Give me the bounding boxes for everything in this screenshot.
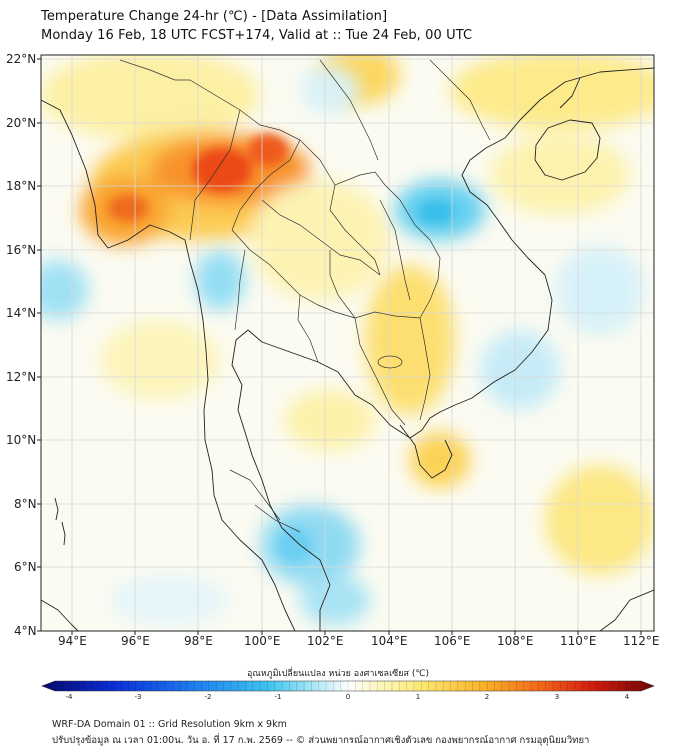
country-borders	[119, 59, 491, 533]
axis-ticks	[37, 58, 642, 635]
lon-label: 98°E	[184, 634, 213, 648]
colorbar-tick-label: 4	[624, 693, 630, 701]
lat-label: 10°N	[6, 433, 37, 447]
lat-label: 8°N	[14, 497, 37, 511]
colorbar-tick-label: -3	[134, 693, 142, 701]
map-frame	[40, 54, 655, 632]
lat-label: 22°N	[6, 52, 37, 66]
colorbar-tick-label: -2	[204, 693, 212, 701]
lat-label: 14°N	[6, 306, 37, 320]
colorbar-title: อุณหภูมิเปลี่ยนแปลง หน่วย องศาเซลเซียส (…	[246, 669, 430, 679]
lon-label: 94°E	[58, 634, 87, 648]
colorbar-tick-label: -4	[65, 693, 73, 701]
lat-label: 12°N	[6, 370, 37, 384]
colorbar	[41, 680, 655, 692]
map-subtitle: Monday 16 Feb, 18 UTC FCST+174, Valid at…	[41, 28, 473, 43]
lon-label: 104°E	[371, 634, 408, 648]
lat-label: 6°N	[14, 560, 37, 574]
colorbar-gradient	[41, 680, 655, 692]
colorbar-tick-label: 1	[415, 693, 421, 701]
lon-label: 102°E	[307, 634, 344, 648]
coastlines	[41, 67, 654, 631]
footer-credit: ปรับปรุงข้อมูล ณ เวลา 01:00น. วัน อ. ที่…	[52, 735, 590, 746]
colorbar-tick-label: 3	[554, 693, 560, 701]
lon-label: 100°E	[244, 634, 281, 648]
graticule	[41, 55, 654, 631]
lon-label: 106°E	[434, 634, 471, 648]
footer-model-info: WRF-DA Domain 01 :: Grid Resolution 9km …	[52, 719, 287, 730]
map-title: Temperature Change 24-hr (℃) - [Data Ass…	[41, 9, 388, 24]
temperature-field	[41, 55, 654, 631]
colorbar-tick-label: 2	[484, 693, 490, 701]
lon-label: 112°E	[623, 634, 660, 648]
colorbar-divisions	[62, 681, 634, 691]
lon-label: 108°E	[497, 634, 534, 648]
lat-label: 4°N	[14, 624, 37, 638]
lat-label: 20°N	[6, 116, 37, 130]
colorbar-tick-label: -1	[274, 693, 282, 701]
lat-label: 16°N	[6, 243, 37, 257]
colorbar-tick-label: 0	[345, 693, 351, 701]
lon-label: 96°E	[121, 634, 150, 648]
lon-label: 110°E	[560, 634, 597, 648]
lat-label: 18°N	[6, 179, 37, 193]
